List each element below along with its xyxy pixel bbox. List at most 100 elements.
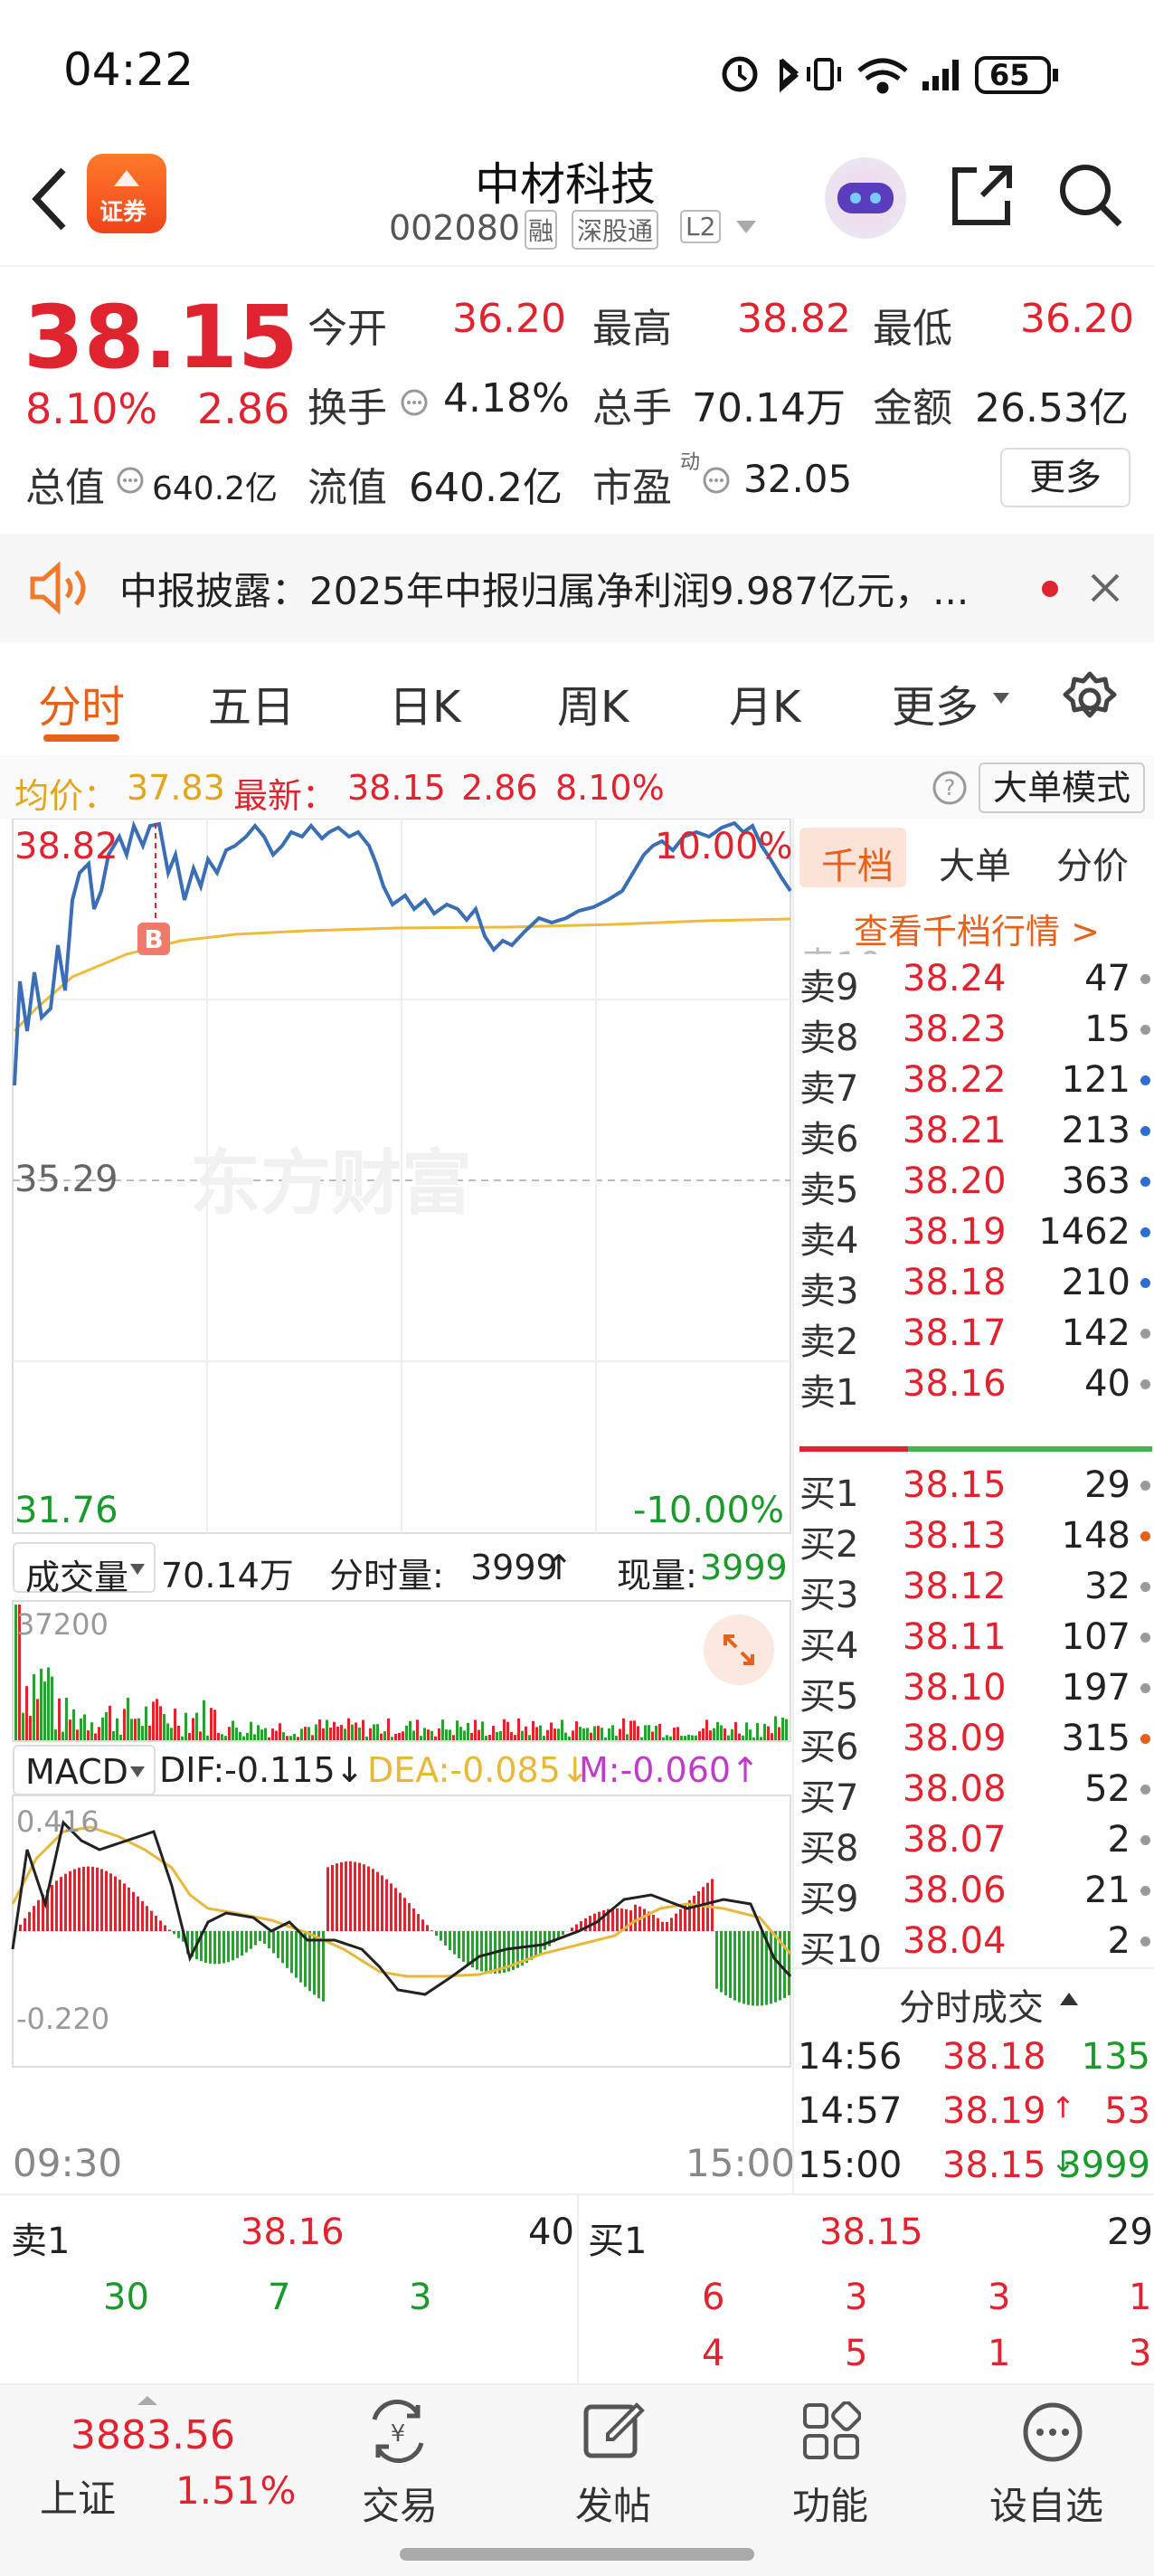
order-book-row[interactable]: 卖9 38.24 47 <box>794 952 1154 1009</box>
volume-bar <box>69 1719 71 1740</box>
volume-bar <box>470 1732 473 1740</box>
close-icon[interactable] <box>1089 572 1121 604</box>
notice-banner[interactable]: 中报披露：2025年中报归属净利润9.987亿元，... <box>0 534 1154 642</box>
order-book-row[interactable]: 买10 38.04 2 <box>794 1915 1154 1971</box>
volume-bar <box>293 1733 296 1740</box>
avg-value: 37.83 <box>127 768 225 808</box>
book-tab-price-dist[interactable]: 分价 <box>1056 846 1129 887</box>
tab-monthly-k[interactable]: 月K <box>729 682 801 733</box>
big-order-mode-button[interactable]: 大单模式 <box>979 762 1145 813</box>
status-dot <box>1140 1177 1150 1187</box>
macd-bar <box>82 1866 85 1931</box>
order-book-row[interactable]: 卖4 38.19 1462 <box>794 1206 1154 1262</box>
macd-bar <box>222 1931 225 1964</box>
order-book-row[interactable]: 卖3 38.18 210 <box>794 1256 1154 1312</box>
volume-bar <box>561 1719 563 1740</box>
level-price: 38.16 <box>903 1363 1007 1405</box>
info-icon[interactable] <box>702 466 731 495</box>
tab-intraday[interactable]: 分时 <box>38 682 126 733</box>
volume-bar <box>572 1730 574 1740</box>
macd-bar <box>471 1931 474 1968</box>
tab-daily-k[interactable]: 日K <box>389 682 461 733</box>
volume-bar <box>311 1735 314 1740</box>
back-icon[interactable] <box>27 163 72 235</box>
order-book-row[interactable]: 买2 38.13 148 <box>794 1510 1154 1566</box>
order-book-row[interactable]: 买4 38.11 107 <box>794 1611 1154 1667</box>
volume-bar <box>698 1731 701 1740</box>
order-book-row[interactable]: 买3 38.12 32 <box>794 1560 1154 1616</box>
macd-bar <box>616 1908 619 1931</box>
battery-icon <box>975 56 1058 94</box>
y-max-percent: 10.00% <box>655 826 793 867</box>
assistant-avatar[interactable] <box>825 157 906 239</box>
index-ticker[interactable]: 3883.56 上证 1.51% <box>0 2385 296 2521</box>
order-book-row[interactable]: 买1 38.15 29 <box>794 1459 1154 1515</box>
macd-bar <box>399 1892 402 1931</box>
volume-bar <box>58 1698 61 1740</box>
macd-bar <box>462 1931 465 1962</box>
expand-button[interactable] <box>704 1615 774 1685</box>
macd-bar <box>363 1864 365 1931</box>
volume-indicator-select[interactable]: 成交量 <box>13 1542 156 1597</box>
amount-value: 26.53亿 <box>975 385 1129 431</box>
order-book-row[interactable]: 卖7 38.22 121 <box>794 1054 1154 1110</box>
level-qty: 2 <box>1107 1819 1130 1861</box>
macd-bar <box>209 1931 212 1964</box>
order-book-row[interactable]: 买9 38.06 21 <box>794 1864 1154 1920</box>
chevron-down-icon[interactable] <box>734 219 758 237</box>
macd-bar <box>675 1913 677 1931</box>
macd-bar <box>159 1920 162 1931</box>
info-icon[interactable] <box>400 388 429 417</box>
brand-logo[interactable]: 证券 <box>87 154 166 233</box>
volume-bar <box>33 1673 35 1740</box>
macd-bar <box>295 1931 298 1978</box>
macd-bar <box>128 1887 130 1931</box>
volume-bar <box>438 1728 440 1740</box>
order-book-row[interactable]: 卖6 38.21 213 <box>794 1104 1154 1160</box>
order-book-row[interactable]: 卖5 38.20 363 <box>794 1155 1154 1211</box>
chevron-up-icon[interactable] <box>1058 1991 1080 2007</box>
order-book-row[interactable]: 卖1 38.16 40 <box>794 1358 1154 1414</box>
order-book-row[interactable]: 买5 38.10 197 <box>794 1662 1154 1718</box>
help-icon[interactable]: ? <box>932 770 968 806</box>
tab-five-day[interactable]: 五日 <box>208 682 296 733</box>
macd-indicator-select[interactable]: MACD <box>13 1745 156 1795</box>
signal-icon <box>922 60 959 90</box>
order-book-row[interactable]: 买7 38.08 52 <box>794 1763 1154 1819</box>
more-button[interactable]: 更多 <box>1000 448 1130 507</box>
nav-functions[interactable]: 功能 <box>765 2385 892 2530</box>
share-icon[interactable] <box>950 161 1017 228</box>
volume-bar <box>734 1721 737 1740</box>
view-depth-link[interactable]: 查看千档行情 > <box>854 912 1100 952</box>
macd-max-label: 0.416 <box>16 1804 99 1839</box>
svg-text:?: ? <box>944 775 956 800</box>
macd-bar <box>702 1887 705 1931</box>
order-book-row[interactable]: 卖8 38.23 15 <box>794 1003 1154 1059</box>
tab-more[interactable]: 更多 <box>892 682 979 733</box>
macd-bar <box>602 1909 605 1931</box>
bid-split-qty: 3 <box>988 2277 1011 2318</box>
volume-bar <box>745 1722 748 1740</box>
macd-bar <box>449 1931 451 1950</box>
intraday-chart[interactable]: 东方财富 B 38.82 10.00% 35.29 31.76 -10.00% … <box>0 819 795 2193</box>
volume-bar <box>691 1735 694 1740</box>
volume-bar <box>174 1709 176 1740</box>
search-icon[interactable] <box>1056 161 1125 230</box>
volume-bar <box>695 1735 697 1740</box>
tab-weekly-k[interactable]: 周K <box>557 682 629 733</box>
order-book-row[interactable]: 买8 38.07 2 <box>794 1814 1154 1870</box>
volume-bar <box>402 1731 404 1740</box>
order-book-row[interactable]: 买6 38.09 315 <box>794 1712 1154 1768</box>
nav-add-watchlist[interactable]: 设自选 <box>977 2385 1130 2530</box>
volume-bar <box>771 1733 773 1740</box>
settings-icon[interactable] <box>1060 669 1120 729</box>
nav-post[interactable]: 发帖 <box>548 2385 675 2530</box>
book-tab-depth[interactable]: 千档 <box>821 846 894 887</box>
tick-trades-title[interactable]: 分时成交 <box>899 1987 1044 2029</box>
info-icon[interactable] <box>116 466 145 495</box>
home-indicator[interactable] <box>400 2548 754 2561</box>
book-tab-big-orders[interactable]: 大单 <box>939 846 1011 887</box>
nav-trade[interactable]: ¥ 交易 <box>335 2385 461 2530</box>
order-book-row[interactable]: 卖2 38.17 142 <box>794 1307 1154 1363</box>
macd-bar <box>435 1931 438 1936</box>
